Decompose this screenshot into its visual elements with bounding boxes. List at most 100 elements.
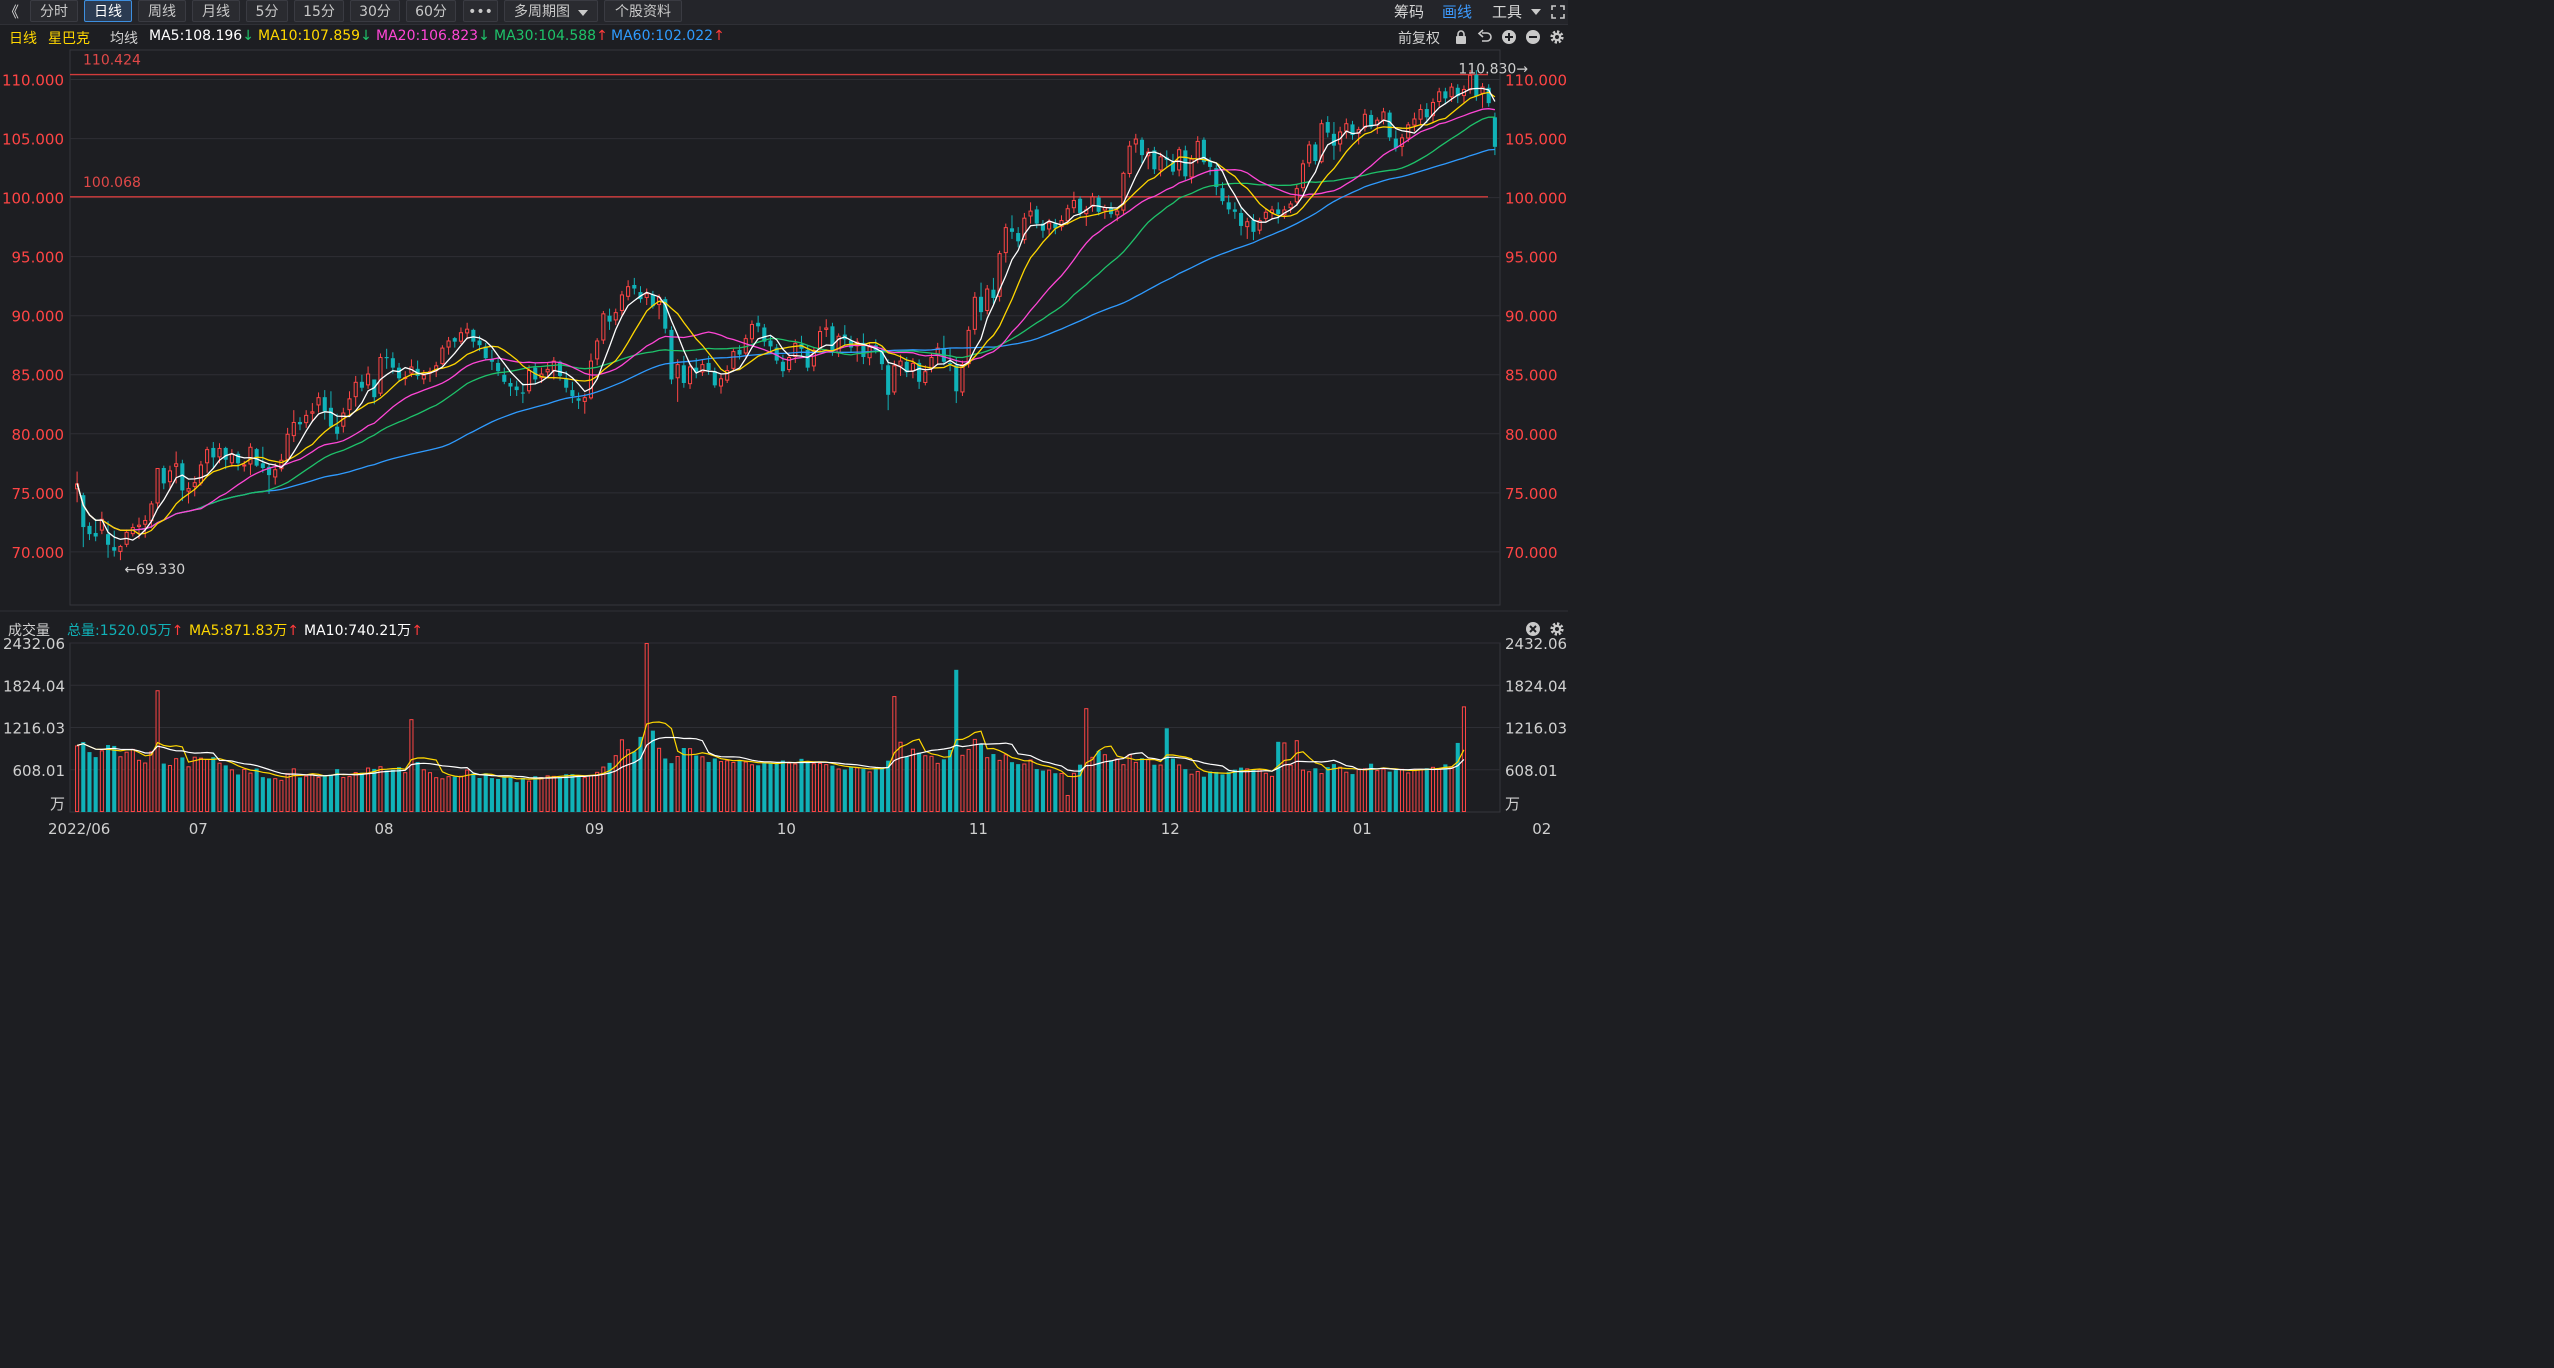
volume-bar-up	[1381, 768, 1386, 813]
volume-bar-up	[725, 760, 730, 813]
volume-bar-down	[1164, 728, 1169, 812]
volume-unit-left: 万	[50, 795, 65, 813]
candle-body-up	[1344, 123, 1349, 132]
candle-body-up	[1146, 151, 1151, 157]
volume-bar-up	[626, 749, 631, 812]
volume-bar-down	[390, 769, 395, 812]
volume-bar-up	[1059, 773, 1064, 812]
volume-bar-up	[174, 758, 179, 813]
candle-body-up	[1127, 145, 1132, 174]
candle-body-up	[935, 347, 940, 356]
volume-bar-up	[966, 748, 971, 813]
tab-intraday[interactable]: 分时	[30, 0, 78, 22]
undo-icon[interactable]	[1477, 29, 1493, 45]
candle-body-down	[737, 349, 742, 355]
zoom-in-icon[interactable]	[1501, 29, 1517, 45]
kline-chart[interactable]: 110.000 110.000 105.000 105.000 100.000 100.0…	[0, 0, 1568, 840]
volume-tick-label-left: 608.01	[13, 762, 66, 780]
volume-bar-up	[1418, 768, 1423, 812]
candle-body-down	[861, 342, 866, 358]
settings-gear-icon[interactable]	[1549, 29, 1565, 45]
volume-bar-up	[1307, 771, 1312, 813]
tab-30min[interactable]: 30分	[350, 0, 400, 22]
candle-body-up	[749, 323, 754, 340]
volume-bar-up	[595, 771, 600, 812]
volume-bar-up	[149, 751, 154, 812]
volume-bar-down	[254, 768, 259, 812]
volume-bar-up	[465, 769, 470, 813]
volume-bar-down	[496, 778, 501, 812]
volume-bar-up	[1177, 764, 1182, 812]
volume-bar-up	[960, 754, 965, 813]
volume-bar-down	[762, 762, 767, 812]
candle-body-up	[316, 397, 321, 406]
volume-bar-down	[514, 782, 519, 812]
candle-body-up	[124, 531, 129, 545]
tab-weekly[interactable]: 周线	[138, 0, 186, 22]
volume-bar-down	[1331, 764, 1336, 812]
close-icon[interactable]	[1525, 621, 1541, 637]
collapse-button[interactable]: 《	[4, 3, 20, 21]
candle-body-up	[588, 360, 594, 399]
candle-body-up	[167, 470, 173, 483]
tools-menu-button[interactable]: 工具	[1492, 3, 1523, 21]
candle-body-down	[1214, 168, 1219, 187]
volume-bar-up	[366, 767, 371, 812]
volume-bar-down	[663, 758, 668, 812]
fullscreen-icon[interactable]	[1550, 4, 1566, 20]
volume-bar-down	[1276, 741, 1281, 812]
volume-bar-up	[1047, 769, 1052, 812]
candle-body-up	[960, 364, 965, 393]
draw-line-button[interactable]: 画线	[1442, 3, 1473, 21]
zoom-out-icon[interactable]	[1525, 29, 1541, 45]
candle-body-up	[143, 519, 148, 525]
volume-bar-down	[991, 754, 996, 812]
candle-body-down	[1393, 138, 1398, 149]
tab-5min[interactable]: 5分	[246, 0, 288, 22]
tab-daily[interactable]: 日线	[84, 0, 132, 22]
price-tick-label-left: 105.000	[2, 131, 64, 149]
volume-bar-up	[99, 750, 104, 813]
volume-bar-up	[1406, 772, 1411, 813]
volume-bar-down	[768, 762, 773, 812]
candle-body-down	[978, 296, 984, 313]
reference-line-label: 100.068	[83, 175, 141, 191]
volume-bar-up	[1189, 773, 1194, 812]
stock-profile-button[interactable]: 个股资料	[604, 0, 682, 22]
volume-settings-gear-icon[interactable]	[1549, 621, 1565, 637]
volume-bar-down	[570, 774, 575, 812]
adjust-mode-label[interactable]: 前复权	[1398, 31, 1440, 47]
candle-body-up	[174, 463, 179, 467]
ma10-line	[76, 91, 1496, 535]
volume-vma10-line	[76, 736, 1465, 779]
candle-body-up	[1461, 88, 1466, 97]
lock-icon[interactable]	[1453, 29, 1469, 45]
tab-monthly[interactable]: 月线	[192, 0, 240, 22]
volume-bar-down	[1369, 763, 1374, 812]
candle-body-down	[756, 322, 761, 327]
volume-bar-down	[520, 777, 525, 812]
candle-body-up	[1177, 149, 1182, 171]
volume-bar-down	[1239, 767, 1244, 812]
up-arrow-icon: ↑	[287, 623, 300, 639]
candle-body-up	[985, 288, 990, 311]
chip-distribution-button[interactable]: 筹码	[1394, 3, 1425, 21]
candle-body-down	[489, 359, 494, 362]
volume-bar-up	[1437, 768, 1442, 812]
tab-60min[interactable]: 60分	[406, 0, 456, 22]
tab-15min[interactable]: 15分	[294, 0, 344, 22]
volume-bar-up	[427, 772, 433, 813]
candle-body-down	[1208, 161, 1213, 167]
candle-body-down	[1455, 87, 1460, 97]
volume-bar-down	[1152, 764, 1157, 812]
more-periods-button[interactable]: •••	[463, 0, 498, 22]
candle-body-down	[1164, 157, 1169, 160]
candle-body-down	[1424, 109, 1429, 118]
candle-body-down	[93, 532, 98, 537]
multi-period-dropdown[interactable]: 多周期图	[504, 0, 598, 22]
price-tick-label-right: 80.000	[1505, 426, 1558, 444]
candle-body-up	[1090, 196, 1095, 208]
volume-bar-up	[972, 738, 977, 813]
candle-body-up	[1047, 222, 1052, 230]
volume-bar-down	[941, 759, 946, 812]
